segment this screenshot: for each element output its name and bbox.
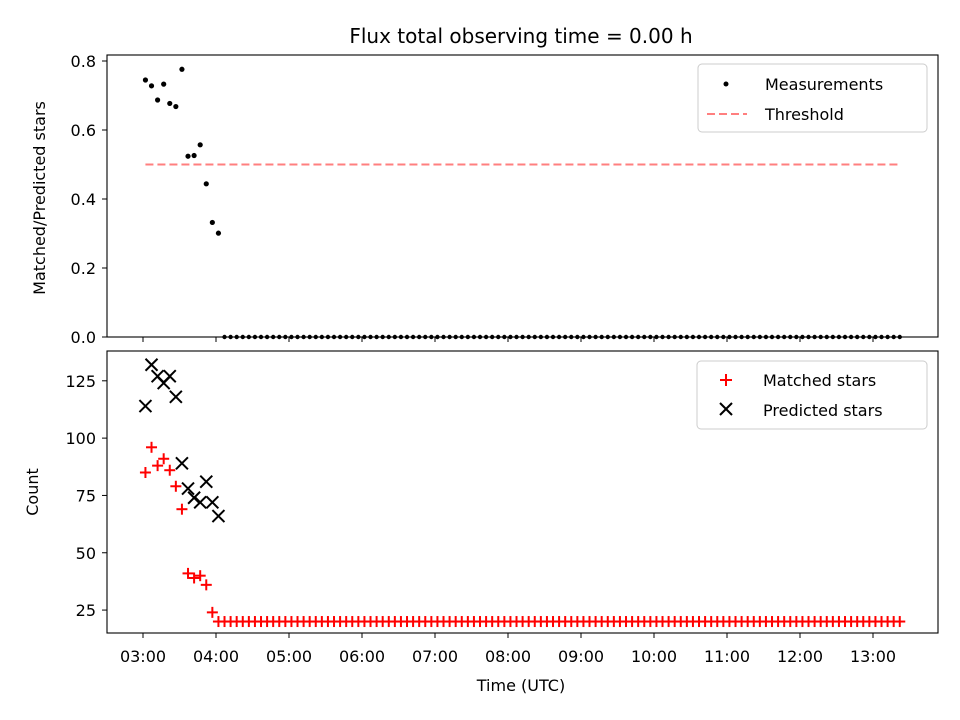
measurement-point <box>185 153 191 159</box>
matched-point <box>152 460 164 472</box>
legend-predicted-label: Predicted stars <box>763 401 883 420</box>
legend-threshold-label: Threshold <box>764 105 844 124</box>
x-tick-label: 12:00 <box>777 647 823 666</box>
top-y-axis-label: Matched/Predicted stars <box>30 101 49 295</box>
measurement-point <box>167 100 173 107</box>
measurement-point <box>142 77 149 83</box>
bottom-y-tick-label: 50 <box>76 544 96 563</box>
matched-point <box>188 572 200 584</box>
top-panel: 0.00.20.40.60.8 Matched/Predicted stars … <box>30 52 939 347</box>
matched-point <box>158 453 170 465</box>
x-tick-label: 05:00 <box>266 647 312 666</box>
top-axes-frame <box>106 54 939 338</box>
matched-point <box>206 606 218 618</box>
legend-measurements-label: Measurements <box>765 75 883 94</box>
top-y-tick-label: 0.6 <box>71 121 96 140</box>
measurement-point <box>203 181 209 187</box>
measurement-point <box>161 81 167 87</box>
matched-point <box>194 570 206 582</box>
top-y-tick-label: 0.4 <box>71 190 96 209</box>
x-tick-label: 03:00 <box>120 647 166 666</box>
predicted-point <box>144 358 159 372</box>
bottom-y-tick-label: 25 <box>76 601 96 620</box>
bottom-y-axis: 25 50 75 100 125 <box>65 372 107 620</box>
legend-matched-marker <box>720 374 732 386</box>
top-x-axis <box>142 337 874 342</box>
bottom-y-tick-label: 100 <box>65 429 96 448</box>
measurement-point <box>191 152 197 159</box>
predicted-point <box>169 390 183 404</box>
measurement-point <box>197 142 203 148</box>
x-tick-label: 13:00 <box>850 647 896 666</box>
measurement-point <box>155 97 161 103</box>
predicted-point <box>199 474 213 489</box>
matched-point <box>164 464 176 476</box>
matched-point <box>894 616 906 628</box>
bottom-y-axis-label: Count <box>23 468 42 516</box>
matched-point <box>182 567 194 579</box>
figure-title: Flux total observing time = 0.00 h <box>349 24 692 48</box>
measurement-point <box>179 66 185 72</box>
predicted-point <box>138 399 153 413</box>
x-tick-label: 06:00 <box>339 647 385 666</box>
legend-matched-label: Matched stars <box>763 371 876 390</box>
predicted-point <box>175 456 189 471</box>
top-y-tick-label: 0.0 <box>71 328 96 347</box>
measurement-point <box>173 103 179 110</box>
legend-measurements-marker <box>723 81 729 87</box>
x-tick-label: 07:00 <box>412 647 458 666</box>
top-y-tick-label: 0.8 <box>71 52 96 71</box>
bottom-legend: Matched stars Predicted stars <box>696 360 928 430</box>
bottom-y-tick-label: 75 <box>76 486 96 505</box>
measurement-point <box>215 230 222 236</box>
measurement-point <box>148 83 155 89</box>
legend-predicted-marker <box>719 402 733 416</box>
top-y-axis: 0.0 0.2 0.4 0.6 0.8 <box>71 52 107 347</box>
x-tick-label: 10:00 <box>631 647 677 666</box>
predicted-point <box>187 491 201 505</box>
bottom-plot-area <box>138 358 906 628</box>
matched-point <box>139 467 151 479</box>
matched-point <box>176 503 188 515</box>
matched-point <box>146 441 158 453</box>
top-y-tick-label: 0.2 <box>71 259 96 278</box>
matched-point <box>170 480 182 492</box>
predicted-point <box>211 509 226 523</box>
measurement-point <box>209 219 215 226</box>
bottom-axes-frame <box>106 350 939 634</box>
predicted-point <box>181 481 195 496</box>
x-tick-label: 08:00 <box>485 647 531 666</box>
predicted-point <box>205 495 220 510</box>
x-axis-label: Time (UTC) <box>476 676 565 695</box>
bottom-x-axis: 03:00 04:00 05:00 06:00 07:00 08:00 09:00 10:00… <box>120 633 896 666</box>
top-legend-box <box>697 63 928 133</box>
bottom-y-tick-label: 125 <box>65 372 96 391</box>
x-tick-label: 04:00 <box>193 647 239 666</box>
x-tick-label: 11:00 <box>704 647 750 666</box>
x-tick-label: 09:00 <box>558 647 604 666</box>
bottom-legend-box <box>696 360 928 430</box>
predicted-point <box>163 369 177 383</box>
bottom-panel: 25 50 75 100 125 03:00 04:00 05:00 06:00 07:00 08… <box>23 350 939 695</box>
top-legend: Measurements Threshold <box>697 63 928 133</box>
predicted-point <box>193 495 207 510</box>
matched-point <box>200 579 212 591</box>
